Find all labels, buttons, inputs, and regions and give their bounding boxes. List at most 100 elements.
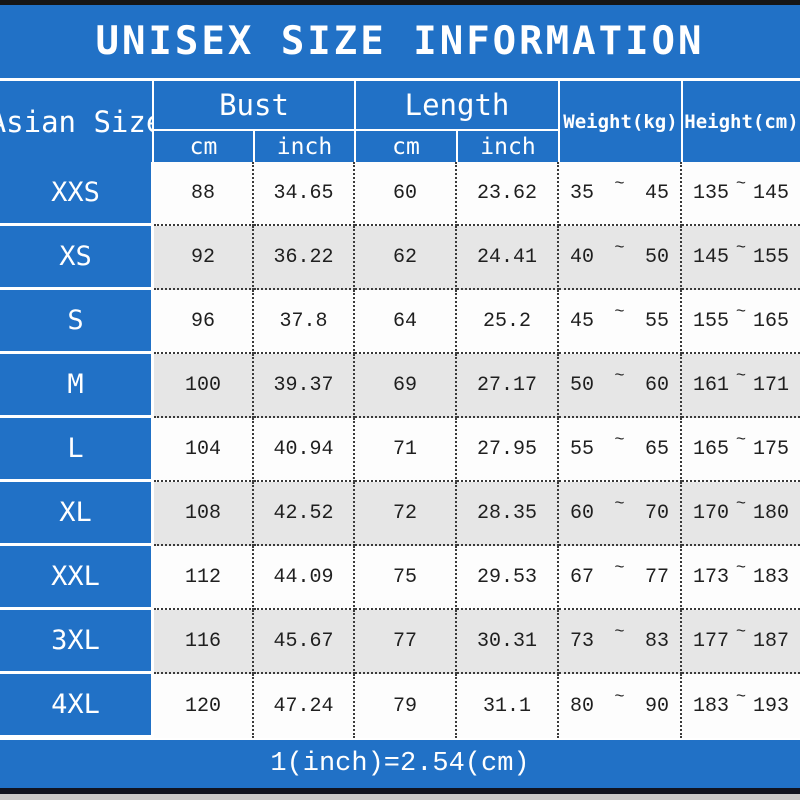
weight-range-cell: 73 ~ 83 bbox=[559, 610, 682, 674]
table-row: XXS 88 34.65 60 23.62 35 ~ 45 135 ~ 145 bbox=[0, 162, 800, 226]
tilde-glyph: ~ bbox=[614, 366, 625, 386]
header-height: Height(cm) bbox=[683, 81, 800, 162]
height-min: 155 bbox=[693, 309, 730, 333]
height-max: 155 bbox=[752, 245, 789, 269]
length-inch-cell: 31.1 bbox=[457, 674, 559, 738]
table-row: S 96 37.8 64 25.2 45 ~ 55 155 ~ 165 bbox=[0, 290, 800, 354]
height-min: 161 bbox=[693, 373, 730, 397]
size-label-cell: XXS bbox=[0, 162, 154, 226]
length-cm-cell: 79 bbox=[355, 674, 457, 738]
length-inch-cell: 24.41 bbox=[457, 226, 559, 290]
conversion-note: 1(inch)=2.54(cm) bbox=[270, 749, 530, 779]
weight-range-cell: 45 ~ 55 bbox=[559, 290, 682, 354]
page-title: UNISEX SIZE INFORMATION bbox=[95, 19, 705, 64]
size-label-cell: S bbox=[0, 290, 154, 354]
conversion-note-band: 1(inch)=2.54(cm) bbox=[0, 740, 800, 788]
height-max: 165 bbox=[752, 309, 789, 333]
bust-cm-cell: 108 bbox=[154, 482, 254, 546]
bust-inch-cell: 45.67 bbox=[254, 610, 355, 674]
tilde-glyph: ~ bbox=[614, 622, 625, 642]
tilde-glyph: ~ bbox=[735, 430, 747, 450]
tilde-glyph: ~ bbox=[735, 494, 747, 514]
table-row: XS 92 36.22 62 24.41 40 ~ 50 145 ~ 155 bbox=[0, 226, 800, 290]
bust-inch-cell: 47.24 bbox=[254, 674, 355, 738]
height-min: 135 bbox=[693, 181, 730, 205]
weight-min: 60 bbox=[570, 501, 595, 525]
table-row: L 104 40.94 71 27.95 55 ~ 65 165 ~ 175 bbox=[0, 418, 800, 482]
height-range-cell: 165 ~ 175 bbox=[682, 418, 800, 482]
header-bust-cm: cm bbox=[154, 131, 253, 162]
height-range-cell: 145 ~ 155 bbox=[682, 226, 800, 290]
weight-min: 35 bbox=[570, 181, 595, 205]
length-inch-cell: 25.2 bbox=[457, 290, 559, 354]
size-label-cell: 4XL bbox=[0, 674, 154, 738]
tilde-glyph: ~ bbox=[735, 238, 747, 258]
height-range-cell: 170 ~ 180 bbox=[682, 482, 800, 546]
length-cm-cell: 75 bbox=[355, 546, 457, 610]
table-header: Asian Size Bust Length Weight(kg) Height… bbox=[0, 78, 800, 162]
weight-min: 40 bbox=[570, 245, 595, 269]
weight-max: 90 bbox=[644, 694, 669, 718]
bust-inch-cell: 42.52 bbox=[254, 482, 355, 546]
length-cm-cell: 72 bbox=[355, 482, 457, 546]
weight-max: 70 bbox=[644, 501, 669, 525]
size-label-cell: M bbox=[0, 354, 154, 418]
weight-range-cell: 67 ~ 77 bbox=[559, 546, 682, 610]
height-range-cell: 183 ~ 193 bbox=[682, 674, 800, 738]
weight-max: 77 bbox=[644, 565, 669, 589]
height-range-cell: 173 ~ 183 bbox=[682, 546, 800, 610]
bust-inch-cell: 44.09 bbox=[254, 546, 355, 610]
size-label-cell: XS bbox=[0, 226, 154, 290]
table-row: 3XL 116 45.67 77 30.31 73 ~ 83 177 ~ 187 bbox=[0, 610, 800, 674]
weight-range-cell: 55 ~ 65 bbox=[559, 418, 682, 482]
length-cm-cell: 62 bbox=[355, 226, 457, 290]
bust-cm-cell: 88 bbox=[154, 162, 254, 226]
tilde-glyph: ~ bbox=[614, 430, 625, 450]
header-group-length: Length bbox=[356, 81, 558, 129]
header-length-cm: cm bbox=[356, 131, 456, 162]
size-label-cell: XL bbox=[0, 482, 154, 546]
tilde-glyph: ~ bbox=[614, 302, 625, 322]
length-inch-cell: 30.31 bbox=[457, 610, 559, 674]
weight-min: 80 bbox=[570, 694, 595, 718]
size-label-cell: L bbox=[0, 418, 154, 482]
table-row: M 100 39.37 69 27.17 50 ~ 60 161 ~ 171 bbox=[0, 354, 800, 418]
height-range-cell: 177 ~ 187 bbox=[682, 610, 800, 674]
tilde-glyph: ~ bbox=[735, 558, 747, 578]
length-inch-cell: 27.95 bbox=[457, 418, 559, 482]
bust-cm-cell: 100 bbox=[154, 354, 254, 418]
tilde-glyph: ~ bbox=[614, 494, 625, 514]
bust-cm-cell: 96 bbox=[154, 290, 254, 354]
weight-max: 83 bbox=[644, 629, 669, 653]
bust-cm-cell: 116 bbox=[154, 610, 254, 674]
length-cm-cell: 71 bbox=[355, 418, 457, 482]
height-max: 175 bbox=[752, 437, 789, 461]
bottom-edge-strip bbox=[0, 794, 800, 800]
weight-max: 65 bbox=[644, 437, 669, 461]
tilde-glyph: ~ bbox=[614, 174, 625, 194]
table-row: 4XL 120 47.24 79 31.1 80 ~ 90 183 ~ 193 bbox=[0, 674, 800, 738]
weight-max: 60 bbox=[644, 373, 669, 397]
length-inch-cell: 29.53 bbox=[457, 546, 559, 610]
header-asian-size: Asian Size bbox=[0, 81, 163, 162]
height-min: 165 bbox=[693, 437, 730, 461]
weight-min: 55 bbox=[570, 437, 595, 461]
height-range-cell: 155 ~ 165 bbox=[682, 290, 800, 354]
length-inch-cell: 28.35 bbox=[457, 482, 559, 546]
tilde-glyph: ~ bbox=[614, 558, 625, 578]
height-max: 193 bbox=[752, 694, 789, 718]
weight-max: 50 bbox=[644, 245, 669, 269]
weight-min: 50 bbox=[570, 373, 595, 397]
bust-cm-cell: 92 bbox=[154, 226, 254, 290]
height-range-cell: 135 ~ 145 bbox=[682, 162, 800, 226]
weight-range-cell: 40 ~ 50 bbox=[559, 226, 682, 290]
bust-cm-cell: 120 bbox=[154, 674, 254, 738]
length-inch-cell: 27.17 bbox=[457, 354, 559, 418]
weight-range-cell: 35 ~ 45 bbox=[559, 162, 682, 226]
length-cm-cell: 64 bbox=[355, 290, 457, 354]
table-row: XL 108 42.52 72 28.35 60 ~ 70 170 ~ 180 bbox=[0, 482, 800, 546]
tilde-glyph: ~ bbox=[735, 366, 747, 386]
size-label-cell: 3XL bbox=[0, 610, 154, 674]
height-min: 170 bbox=[693, 501, 730, 525]
weight-range-cell: 60 ~ 70 bbox=[559, 482, 682, 546]
